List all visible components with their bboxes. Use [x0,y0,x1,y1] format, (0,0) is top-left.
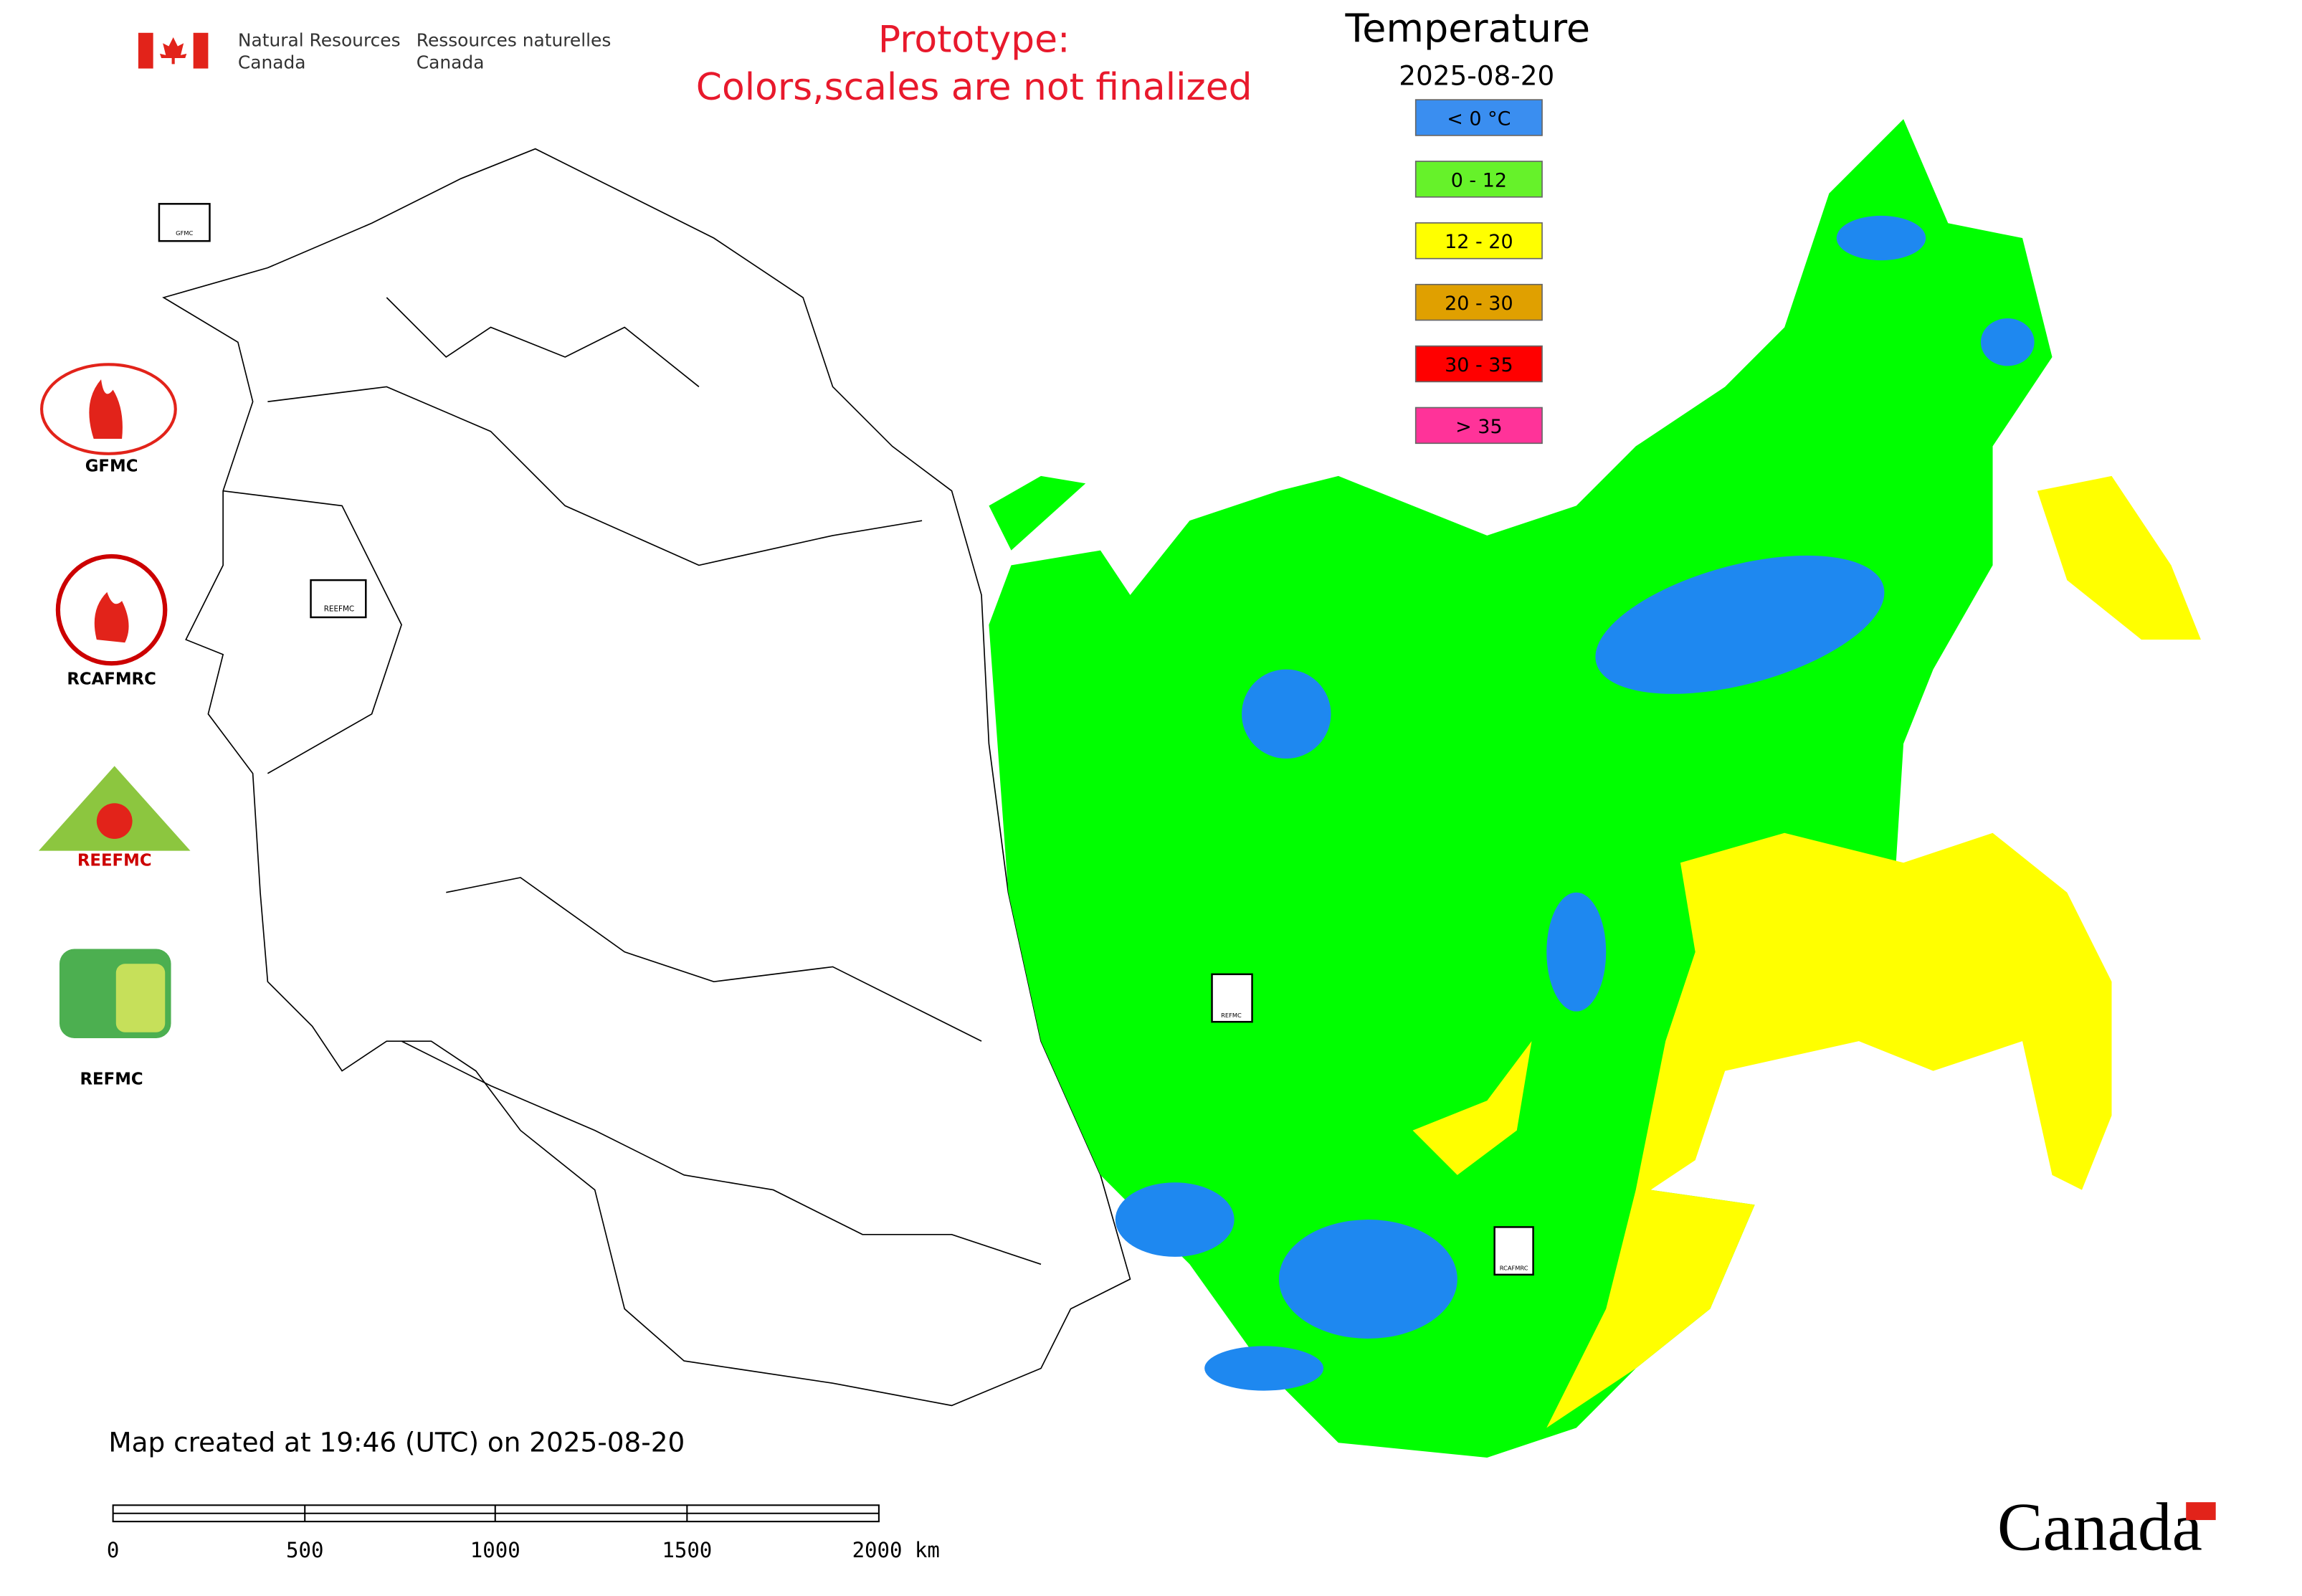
scale-bar [112,1504,880,1523]
logo-reefmc [96,803,133,840]
marker-label: GFMC [176,229,193,237]
scale-label: 500 [286,1538,323,1562]
flag-bar [138,32,153,69]
legend-swatch [1414,407,1543,445]
marker-label: RCAFMRC [1500,1265,1528,1272]
logo-label: GFMC [85,457,138,476]
logo-label: REEFMC [77,851,152,870]
agency-en: Natural Resources [238,29,401,50]
legend-swatch [1414,283,1543,321]
legend-swatch [1414,99,1543,136]
scale-label: 0 [107,1538,119,1562]
legend-label: 30 - 35 [1445,354,1513,376]
logo-label: RCAFMRC [67,670,156,688]
agency-fr: Canada [417,52,485,73]
maple-leaf [159,37,187,65]
legend-label: 20 - 30 [1445,293,1513,315]
scale-label: 1500 [662,1538,712,1562]
notice: Colors,scales are not finalized [696,66,1252,109]
legend-title: Temperature [1345,6,1591,51]
temp-zone-below-0 [1115,215,2035,1391]
logo-gfmc [89,379,123,440]
temp-zone-0-12 [989,475,1086,551]
scale-label: 2000 km [852,1538,940,1562]
legend-swatch [1414,161,1543,198]
marker-label: REFMC [1221,1012,1242,1019]
agency-en: Canada [238,52,306,73]
legend-label: > 35 [1455,416,1502,438]
country-outlines [162,148,1131,1407]
logo-rcafmrc [94,592,129,643]
scale-labels: 0 500 1000 1500 2000 km [107,1538,940,1562]
temp-zone-12-20 [1412,1041,1532,1175]
legend-swatch [1414,345,1543,383]
wordmark: Canada [1997,1489,2202,1565]
temp-zone-0-12 [989,119,2053,1458]
marker-label: REEFMC [324,605,354,614]
logo-refmc [115,964,166,1032]
legend-label: 0 - 12 [1451,169,1507,191]
scale-label: 1000 [470,1538,520,1562]
logo-label: REFMC [80,1070,143,1088]
legend-label: 12 - 20 [1445,231,1513,253]
temp-zone-12-20 [2037,475,2201,640]
wordmark-flag [2186,1502,2216,1521]
created-note: Map created at 19:46 (UTC) on 2025-08-20 [108,1427,685,1458]
agency-fr: Ressources naturelles [417,29,612,50]
flag-bar [193,32,209,69]
legend-swatch [1414,222,1543,260]
notice: Prototype: [878,19,1070,62]
legend-label: < 0 °C [1447,108,1511,130]
temp-zone-12-20 [1546,832,2112,1428]
legend-date: 2025-08-20 [1399,60,1554,91]
logo-gfmc [40,363,177,455]
legend: < 0 °C 0 - 12 12 - 20 20 - 30 30 - 35 > 35 [1414,99,1543,445]
marker-boxes [158,203,1534,1276]
